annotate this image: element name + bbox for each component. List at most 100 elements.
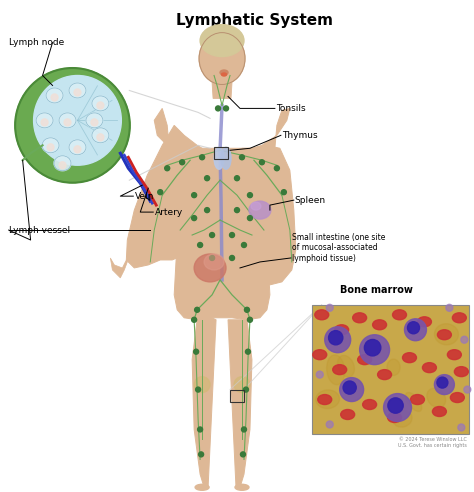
Ellipse shape: [404, 319, 427, 341]
Ellipse shape: [195, 308, 200, 312]
Ellipse shape: [450, 393, 465, 402]
Ellipse shape: [42, 138, 59, 153]
Ellipse shape: [326, 421, 333, 428]
Ellipse shape: [86, 113, 103, 128]
Ellipse shape: [388, 412, 401, 423]
Ellipse shape: [247, 193, 253, 198]
Ellipse shape: [221, 73, 227, 76]
Ellipse shape: [387, 359, 400, 375]
Ellipse shape: [446, 305, 453, 311]
Ellipse shape: [164, 166, 170, 171]
Bar: [230, 390, 244, 401]
Ellipse shape: [326, 305, 333, 311]
Ellipse shape: [402, 353, 417, 363]
Ellipse shape: [388, 398, 403, 413]
Ellipse shape: [427, 388, 446, 408]
Ellipse shape: [241, 427, 246, 432]
Ellipse shape: [214, 147, 224, 169]
Ellipse shape: [316, 390, 339, 408]
Polygon shape: [110, 258, 128, 278]
Ellipse shape: [245, 308, 249, 312]
Ellipse shape: [464, 386, 471, 393]
Polygon shape: [228, 320, 252, 487]
Ellipse shape: [41, 119, 48, 126]
Ellipse shape: [158, 189, 163, 195]
Ellipse shape: [191, 317, 197, 322]
Ellipse shape: [198, 243, 202, 247]
Text: Spleen: Spleen: [295, 196, 326, 205]
Ellipse shape: [360, 335, 390, 365]
Ellipse shape: [259, 160, 264, 165]
Ellipse shape: [92, 128, 109, 143]
Ellipse shape: [15, 68, 130, 183]
Ellipse shape: [198, 427, 202, 432]
Ellipse shape: [54, 156, 71, 171]
Ellipse shape: [333, 365, 346, 374]
Ellipse shape: [195, 484, 209, 491]
Ellipse shape: [229, 255, 235, 260]
Ellipse shape: [46, 88, 63, 103]
Ellipse shape: [205, 176, 210, 181]
Ellipse shape: [235, 176, 239, 181]
Ellipse shape: [461, 336, 468, 343]
Ellipse shape: [455, 367, 468, 376]
Ellipse shape: [200, 25, 244, 57]
Ellipse shape: [249, 201, 271, 219]
Ellipse shape: [247, 317, 253, 322]
Text: Thymus: Thymus: [282, 131, 318, 140]
Ellipse shape: [199, 452, 204, 457]
Ellipse shape: [92, 96, 109, 111]
Ellipse shape: [204, 254, 224, 270]
Ellipse shape: [318, 395, 332, 404]
Ellipse shape: [341, 409, 355, 420]
Polygon shape: [192, 318, 216, 487]
Ellipse shape: [210, 255, 215, 260]
Ellipse shape: [353, 313, 366, 323]
Ellipse shape: [340, 378, 364, 401]
Ellipse shape: [34, 75, 121, 165]
Ellipse shape: [69, 140, 86, 155]
Bar: [312, 305, 469, 434]
Ellipse shape: [180, 160, 185, 165]
Ellipse shape: [210, 233, 215, 238]
Ellipse shape: [69, 83, 86, 98]
Ellipse shape: [91, 119, 98, 126]
Ellipse shape: [316, 371, 323, 378]
Ellipse shape: [325, 327, 351, 353]
Text: Vein: Vein: [135, 192, 155, 201]
Ellipse shape: [221, 147, 231, 169]
Ellipse shape: [205, 208, 210, 213]
Ellipse shape: [191, 193, 197, 198]
Ellipse shape: [229, 233, 235, 238]
Ellipse shape: [434, 374, 455, 395]
Ellipse shape: [51, 94, 58, 101]
Ellipse shape: [343, 381, 356, 394]
Text: Bone marrow: Bone marrow: [340, 285, 412, 295]
Ellipse shape: [418, 317, 431, 327]
Ellipse shape: [378, 369, 392, 380]
Text: Lymph vessel: Lymph vessel: [9, 225, 70, 235]
Ellipse shape: [97, 134, 104, 141]
Ellipse shape: [47, 144, 54, 151]
Ellipse shape: [383, 394, 411, 422]
Ellipse shape: [313, 350, 327, 360]
Ellipse shape: [335, 325, 349, 335]
Ellipse shape: [315, 310, 329, 320]
Ellipse shape: [274, 166, 279, 171]
Text: Artery: Artery: [155, 208, 183, 216]
Ellipse shape: [59, 113, 76, 128]
Ellipse shape: [235, 484, 249, 491]
Ellipse shape: [196, 387, 201, 392]
Polygon shape: [242, 145, 296, 285]
Ellipse shape: [191, 215, 197, 220]
Ellipse shape: [241, 243, 246, 247]
Text: Lymph node: Lymph node: [9, 38, 64, 47]
Ellipse shape: [447, 350, 461, 360]
Ellipse shape: [97, 102, 104, 109]
Ellipse shape: [220, 70, 228, 75]
Ellipse shape: [224, 106, 228, 111]
Ellipse shape: [251, 202, 261, 210]
Ellipse shape: [392, 310, 407, 320]
Ellipse shape: [410, 395, 424, 404]
Ellipse shape: [437, 377, 448, 388]
